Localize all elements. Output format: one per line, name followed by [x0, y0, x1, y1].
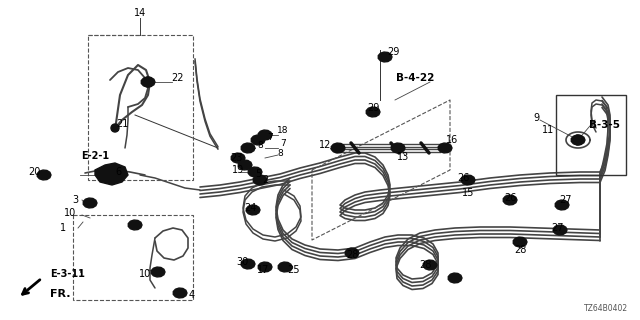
- Text: 2: 2: [262, 175, 268, 185]
- Text: 7: 7: [267, 132, 273, 141]
- Polygon shape: [151, 267, 165, 277]
- Polygon shape: [423, 260, 437, 270]
- Polygon shape: [332, 143, 345, 153]
- Text: 11: 11: [542, 125, 554, 135]
- Text: 8: 8: [277, 148, 283, 157]
- Text: 26: 26: [457, 173, 469, 183]
- Polygon shape: [572, 135, 585, 145]
- Text: 18: 18: [277, 125, 289, 134]
- Text: 28: 28: [514, 245, 526, 255]
- Bar: [73, 215, 193, 300]
- Text: 22: 22: [172, 73, 184, 83]
- Bar: [88, 35, 193, 180]
- Text: B-3-5: B-3-5: [589, 120, 621, 130]
- Polygon shape: [438, 143, 452, 153]
- Text: 6: 6: [115, 167, 121, 177]
- Polygon shape: [513, 237, 527, 247]
- Polygon shape: [95, 163, 128, 185]
- Text: 27: 27: [559, 195, 572, 205]
- Circle shape: [143, 77, 153, 87]
- Text: TZ64B0402: TZ64B0402: [584, 304, 628, 313]
- Text: 28: 28: [346, 250, 358, 260]
- Text: 29: 29: [367, 103, 379, 113]
- Polygon shape: [252, 135, 265, 145]
- Text: 30: 30: [236, 257, 248, 267]
- Text: 4: 4: [189, 290, 195, 300]
- Text: 9: 9: [533, 113, 539, 123]
- Polygon shape: [448, 273, 462, 283]
- Polygon shape: [241, 143, 255, 153]
- Text: 14: 14: [134, 8, 146, 18]
- Text: 16: 16: [446, 135, 458, 145]
- Text: FR.: FR.: [50, 289, 70, 299]
- Text: 7: 7: [280, 139, 286, 148]
- Text: 10: 10: [64, 208, 76, 218]
- Text: 20: 20: [28, 167, 40, 177]
- Text: 29: 29: [387, 47, 399, 57]
- Polygon shape: [253, 175, 267, 185]
- Circle shape: [573, 135, 583, 145]
- Polygon shape: [278, 262, 292, 272]
- Polygon shape: [241, 259, 255, 269]
- Polygon shape: [346, 248, 359, 258]
- Polygon shape: [128, 220, 142, 230]
- Text: 19: 19: [232, 165, 244, 175]
- Text: 17: 17: [257, 265, 269, 275]
- Text: 10: 10: [139, 269, 151, 279]
- Text: 15: 15: [462, 188, 474, 198]
- Text: 8: 8: [257, 140, 263, 149]
- Polygon shape: [101, 170, 115, 180]
- Polygon shape: [378, 52, 392, 62]
- Polygon shape: [83, 198, 97, 208]
- Polygon shape: [173, 288, 187, 298]
- Polygon shape: [556, 200, 569, 210]
- Bar: [556, 95, 626, 175]
- Polygon shape: [554, 225, 567, 235]
- Polygon shape: [37, 170, 51, 180]
- Polygon shape: [231, 153, 245, 163]
- Text: B-4-22: B-4-22: [396, 73, 434, 83]
- Polygon shape: [391, 143, 405, 153]
- Text: 1: 1: [60, 223, 66, 233]
- Text: 25: 25: [287, 265, 300, 275]
- Text: 21: 21: [116, 119, 128, 129]
- Polygon shape: [238, 160, 252, 170]
- Text: 5: 5: [255, 169, 261, 179]
- Text: 27: 27: [552, 223, 564, 233]
- Polygon shape: [141, 77, 155, 87]
- Text: E-2-1: E-2-1: [81, 151, 109, 161]
- Polygon shape: [366, 107, 380, 117]
- Text: 24: 24: [244, 203, 256, 213]
- Polygon shape: [259, 262, 272, 272]
- Polygon shape: [259, 130, 272, 140]
- Text: 26: 26: [504, 193, 516, 203]
- Polygon shape: [246, 205, 260, 215]
- Text: E-3-11: E-3-11: [51, 269, 85, 279]
- Text: 28: 28: [419, 260, 431, 270]
- Text: 3: 3: [72, 195, 78, 205]
- Polygon shape: [503, 195, 517, 205]
- Text: 13: 13: [397, 152, 409, 162]
- Polygon shape: [461, 175, 475, 185]
- Text: 12: 12: [319, 140, 331, 150]
- Text: 23: 23: [230, 153, 242, 163]
- Polygon shape: [248, 167, 262, 177]
- Circle shape: [111, 124, 119, 132]
